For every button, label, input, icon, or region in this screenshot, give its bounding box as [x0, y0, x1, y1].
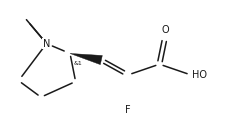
- Polygon shape: [70, 53, 102, 65]
- Text: HO: HO: [192, 70, 207, 80]
- Text: N: N: [43, 39, 50, 49]
- Text: F: F: [125, 105, 131, 115]
- Text: O: O: [161, 25, 169, 35]
- Text: &1: &1: [74, 61, 83, 66]
